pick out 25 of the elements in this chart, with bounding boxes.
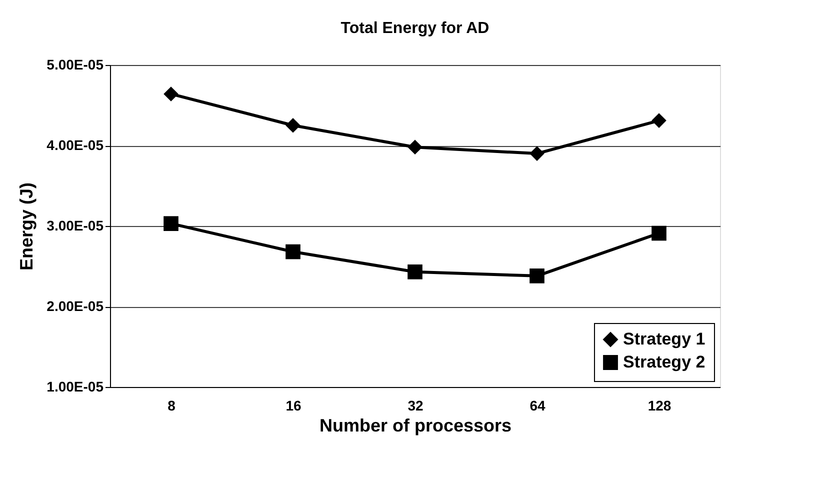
point <box>286 244 300 260</box>
point <box>530 146 544 161</box>
chart-title: Total Energy for AD <box>340 20 490 37</box>
point <box>530 268 544 284</box>
point <box>286 118 300 133</box>
y-tick-label: 2.00E-05 <box>46 298 104 314</box>
point <box>408 264 422 280</box>
x-tick-label: 8 <box>168 398 176 414</box>
point <box>408 140 422 155</box>
y-tick-label: 4.00E-05 <box>46 137 104 153</box>
y-axis-title: Energy (J) <box>16 182 37 271</box>
x-axis-title: Number of processors <box>319 416 512 436</box>
legend-label: Strategy 1 <box>623 330 706 348</box>
point <box>164 86 178 102</box>
y-tick-label: 3.00E-05 <box>46 218 104 234</box>
x-tick-label: 32 <box>408 398 424 414</box>
y-tick-label: 1.00E-05 <box>46 378 104 394</box>
point <box>164 216 178 231</box>
x-tick-label: 64 <box>530 398 546 414</box>
y-tick-label: 5.00E-05 <box>46 56 104 72</box>
point <box>652 113 666 128</box>
point <box>652 226 666 241</box>
x-tick-label: 16 <box>286 398 302 414</box>
x-tick-label: 128 <box>648 398 672 414</box>
legend-label: Strategy 2 <box>623 352 706 372</box>
